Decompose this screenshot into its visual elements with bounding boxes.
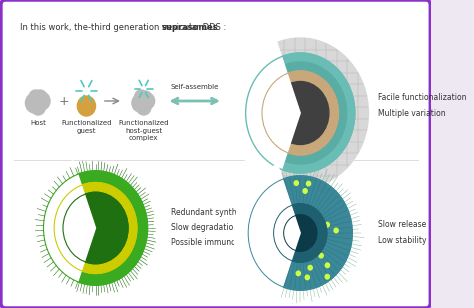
Circle shape	[44, 171, 147, 285]
Circle shape	[280, 249, 284, 254]
Circle shape	[325, 274, 329, 279]
Circle shape	[265, 260, 269, 265]
Circle shape	[266, 233, 270, 237]
Text: Functionalized
guest: Functionalized guest	[61, 120, 112, 133]
Wedge shape	[234, 164, 300, 302]
Circle shape	[319, 253, 323, 258]
Text: Self-assemble: Self-assemble	[171, 84, 219, 90]
Circle shape	[263, 265, 267, 270]
Wedge shape	[30, 161, 96, 295]
Circle shape	[265, 224, 270, 229]
Circle shape	[273, 204, 327, 262]
Text: Multiple variation: Multiple variation	[378, 109, 445, 118]
Circle shape	[34, 92, 50, 110]
Circle shape	[248, 176, 352, 290]
Circle shape	[288, 251, 292, 256]
Circle shape	[262, 71, 338, 155]
Text: Possible immunotoxicity: Possible immunotoxicity	[171, 238, 264, 247]
Circle shape	[313, 249, 318, 253]
Circle shape	[77, 96, 96, 116]
Circle shape	[294, 181, 298, 185]
Circle shape	[325, 222, 329, 227]
Circle shape	[140, 93, 155, 109]
Circle shape	[54, 183, 137, 274]
Circle shape	[325, 263, 329, 268]
Circle shape	[317, 214, 321, 218]
Circle shape	[296, 271, 301, 276]
Circle shape	[299, 208, 303, 212]
Text: +: +	[58, 95, 69, 107]
Text: Functionalized
host-guest
complex: Functionalized host-guest complex	[118, 120, 169, 141]
Text: In this work, the-third generation vesicular DDS :: In this work, the-third generation vesic…	[20, 23, 229, 32]
Circle shape	[283, 215, 317, 251]
Text: Slow release: Slow release	[378, 220, 426, 229]
Text: Facile functionalization: Facile functionalization	[378, 93, 466, 102]
Circle shape	[63, 192, 128, 264]
Circle shape	[318, 225, 322, 229]
Wedge shape	[280, 117, 321, 139]
Circle shape	[307, 181, 310, 186]
Circle shape	[311, 222, 316, 226]
Circle shape	[283, 247, 288, 251]
Circle shape	[272, 216, 276, 221]
Circle shape	[232, 38, 368, 188]
Text: Redundant synthesis: Redundant synthesis	[171, 208, 252, 217]
Circle shape	[251, 232, 255, 236]
Circle shape	[31, 99, 46, 115]
Circle shape	[139, 91, 152, 105]
Circle shape	[261, 218, 265, 222]
Circle shape	[276, 247, 280, 251]
FancyBboxPatch shape	[1, 0, 430, 308]
Text: Slow degradation: Slow degradation	[171, 223, 238, 232]
Circle shape	[292, 209, 296, 213]
Wedge shape	[231, 41, 300, 185]
Circle shape	[334, 228, 338, 233]
Circle shape	[137, 99, 151, 115]
Text: suprasomes: suprasomes	[162, 23, 218, 32]
Circle shape	[33, 90, 47, 106]
Circle shape	[303, 189, 307, 193]
Circle shape	[132, 94, 148, 112]
Circle shape	[278, 223, 282, 228]
Circle shape	[262, 243, 265, 248]
Circle shape	[269, 213, 273, 218]
Circle shape	[276, 201, 281, 205]
Text: Low stability: Low stability	[378, 236, 426, 245]
Circle shape	[308, 265, 312, 270]
Circle shape	[135, 90, 147, 104]
Circle shape	[272, 82, 329, 144]
Circle shape	[303, 205, 308, 209]
Text: Host: Host	[30, 120, 46, 126]
Circle shape	[319, 223, 324, 228]
Circle shape	[272, 249, 276, 254]
Circle shape	[285, 248, 290, 253]
Circle shape	[303, 247, 307, 252]
Circle shape	[29, 90, 42, 104]
Circle shape	[305, 275, 310, 280]
Circle shape	[254, 62, 346, 164]
Circle shape	[246, 53, 355, 173]
Circle shape	[26, 93, 44, 113]
Circle shape	[318, 216, 322, 220]
Circle shape	[314, 225, 319, 229]
Circle shape	[301, 252, 306, 256]
